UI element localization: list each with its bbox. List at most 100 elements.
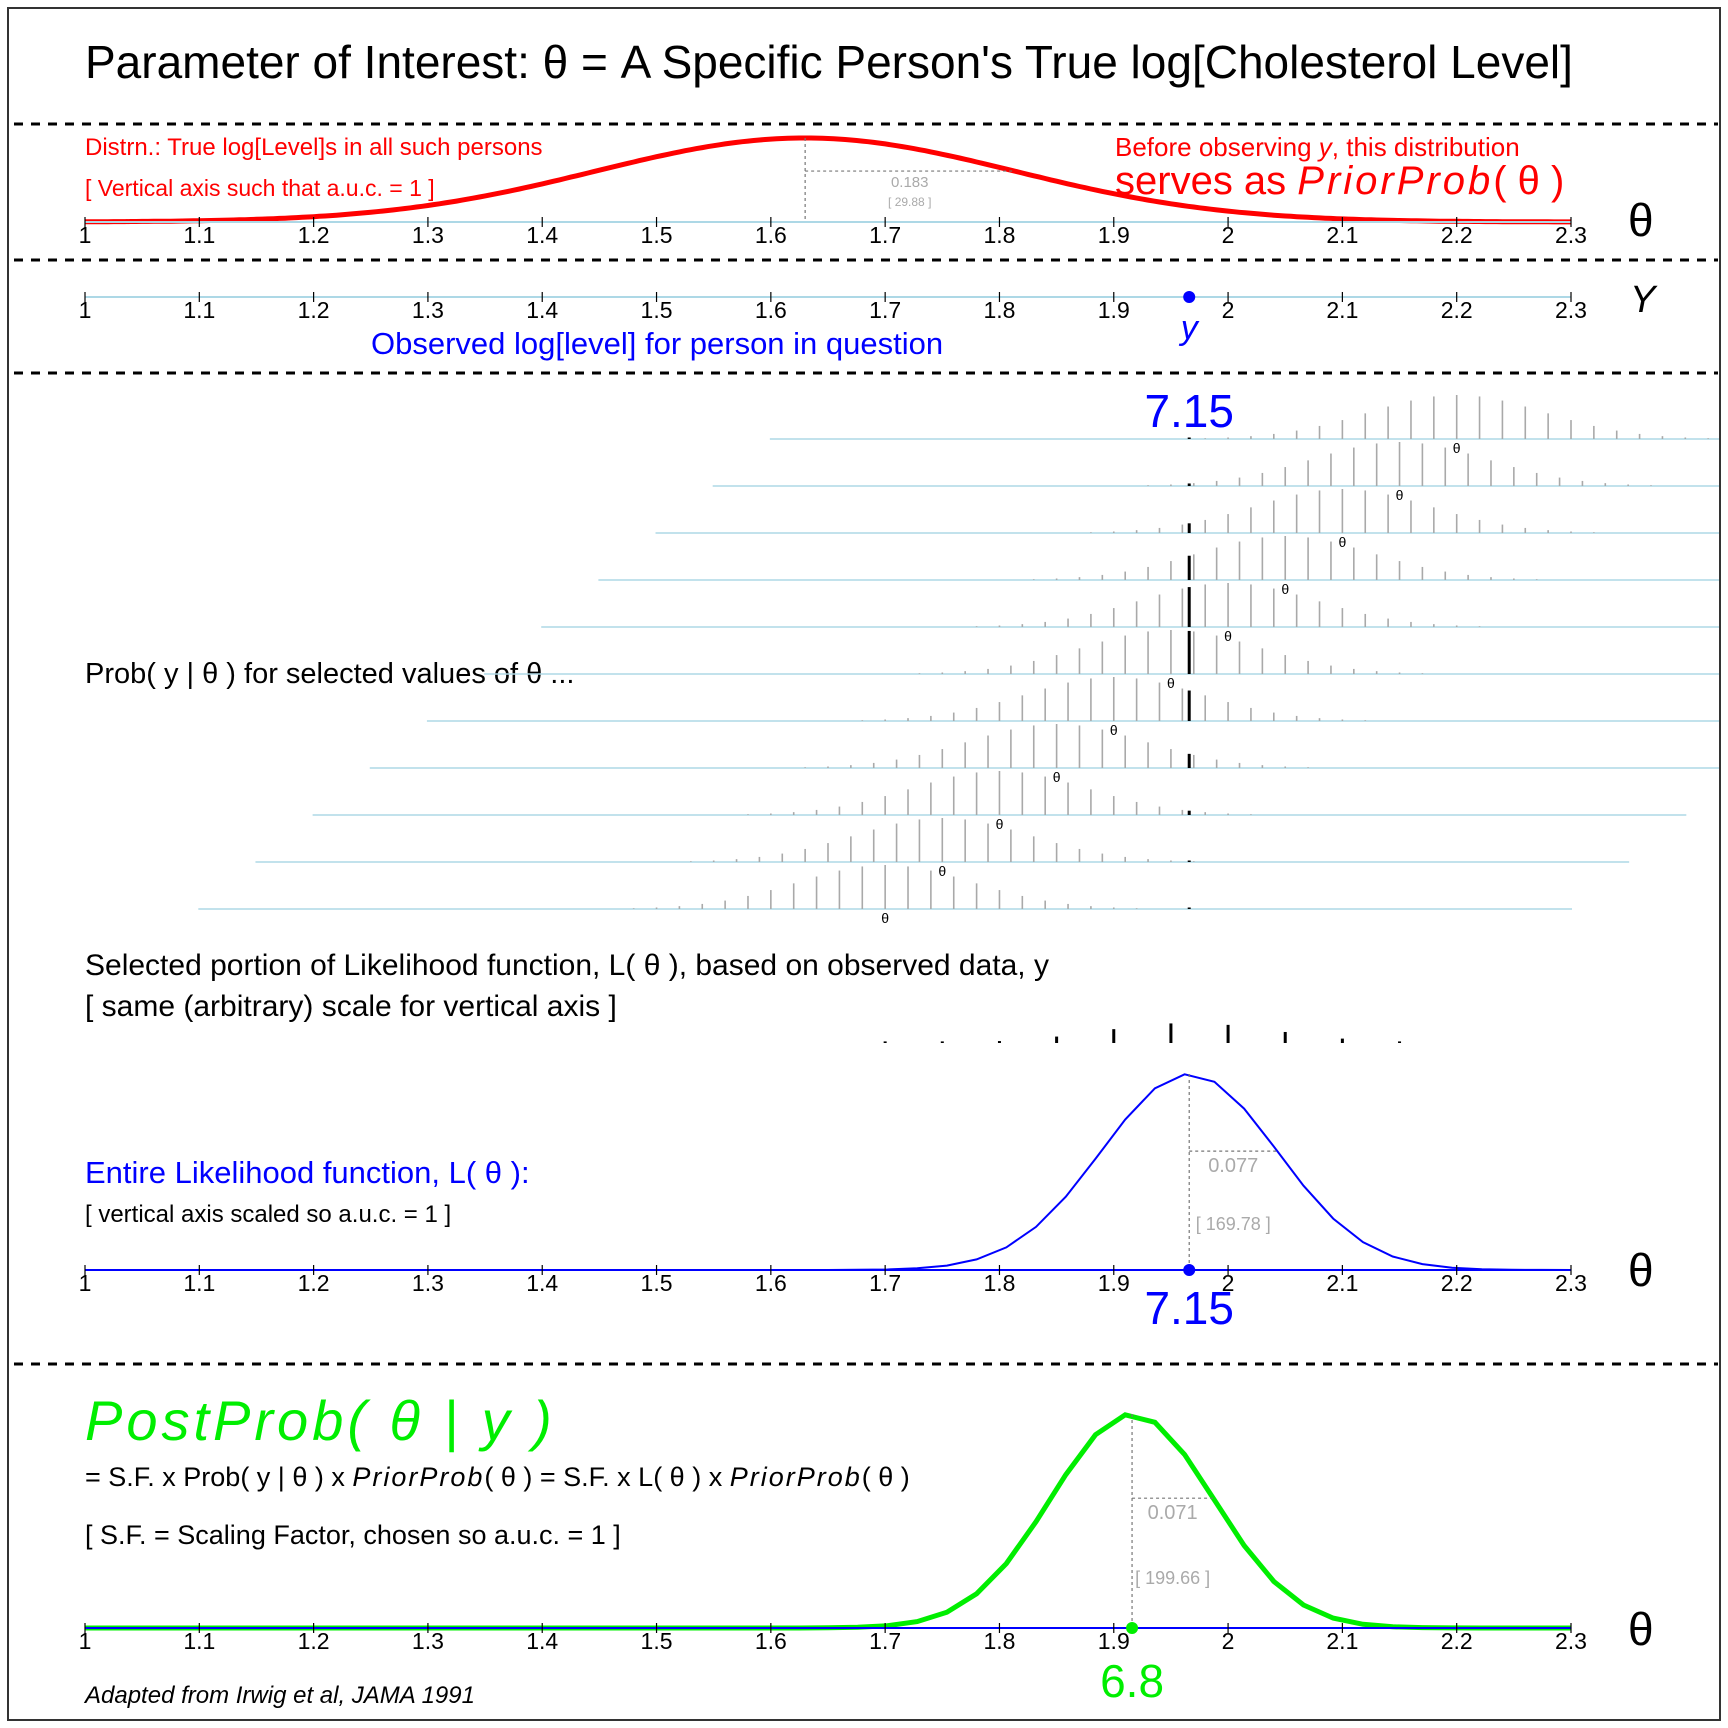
data-axis-tick-label: 2.2 xyxy=(1441,297,1473,323)
data-axis: 1 1.1 1.2 1.3 1.4 1.5 1.6 1.7 1.8 1.9 2 2.1 2.2 2.3 xyxy=(79,292,1587,323)
prior-curve xyxy=(85,135,1571,225)
data-axis-tick-label: 1.4 xyxy=(526,297,558,323)
posterior-note: [ S.F. = Scaling Factor, chosen so a.u.c… xyxy=(85,1520,621,1550)
likelihood-axis-tick-label: 2.3 xyxy=(1555,1270,1587,1296)
data-axis-tick-label: 1.2 xyxy=(298,297,330,323)
conditional-row: θ xyxy=(769,395,1719,456)
prior-right-caption: Before observing y, this distribution xyxy=(1115,132,1520,162)
posterior-axis-tick-label: 1.6 xyxy=(755,1628,787,1654)
data-axis-tick-label: 2.1 xyxy=(1326,297,1358,323)
conditional-theta-marker: θ xyxy=(1224,628,1232,644)
data-axis-tick-label: 2 xyxy=(1222,297,1235,323)
likelihood-axis-tick-label: 1.7 xyxy=(869,1270,901,1296)
likelihood-axis-tick-label: 1.3 xyxy=(412,1270,444,1296)
prior-axis-tick-label: 1.7 xyxy=(869,222,901,248)
posterior-axis-symbol: θ xyxy=(1628,1603,1654,1655)
prior-axis-tick-label: 2.1 xyxy=(1326,222,1358,248)
likelihood-axis-tick-label: 2 xyxy=(1222,1270,1235,1296)
posterior-axis-tick-label: 1.1 xyxy=(183,1628,215,1654)
likelihood-selected-line1: Selected portion of Likelihood function,… xyxy=(85,949,1049,982)
data-axis-tick-label: 1.6 xyxy=(755,297,787,323)
conditional-row: θ xyxy=(598,536,1719,597)
conditional-theta-marker: θ xyxy=(1110,722,1118,738)
likelihood-axis-tick-label: 1.6 xyxy=(755,1270,787,1296)
conditional-y-value: 7.15 xyxy=(1144,385,1234,437)
likelihood-axis-tick-label: 1.8 xyxy=(983,1270,1015,1296)
likelihood-selected-line2: [ same (arbitrary) scale for vertical ax… xyxy=(85,990,617,1023)
data-axis-symbol: Y xyxy=(1630,279,1658,321)
prior-axis-tick-label: 1.9 xyxy=(1098,222,1130,248)
section-dividers xyxy=(14,122,1718,1366)
conditional-row: θ xyxy=(255,818,1630,879)
posterior-axis-tick-label: 1 xyxy=(79,1628,92,1654)
prior-axis-tick-label: 1 xyxy=(79,222,92,248)
prior-axis-tick-label: 1.3 xyxy=(412,222,444,248)
conditional-theta-marker: θ xyxy=(1053,769,1061,785)
likelihood-title: Entire Likelihood function, L( θ ): xyxy=(85,1155,530,1190)
prior-axis: 1 1.1 1.2 1.3 1.4 1.5 1.6 1.7 1.8 1.9 2 2.1 2.2 2.3 xyxy=(79,217,1587,248)
likelihood-axis-tick-label: 2.1 xyxy=(1326,1270,1358,1296)
observed-y-point xyxy=(1183,291,1196,303)
posterior-title: PostProb( θ | y ) xyxy=(85,1389,556,1453)
conditional-theta-marker: θ xyxy=(1281,581,1289,597)
posterior-formula: = S.F. x Prob( y | θ ) x PriorProb( θ ) … xyxy=(85,1462,910,1492)
prior-axis-tick-label: 1.2 xyxy=(298,222,330,248)
prior-axis-tick-label: 1.8 xyxy=(983,222,1015,248)
conditional-theta-marker: θ xyxy=(996,816,1004,832)
prior-sd-label: 0.183 xyxy=(891,174,929,191)
likelihood-axis-symbol: θ xyxy=(1628,1244,1654,1296)
likelihood-panel: Entire Likelihood function, L( θ ): [ ve… xyxy=(79,1073,1654,1334)
likelihood-mode-point xyxy=(1183,1264,1196,1276)
conditional-theta-marker: θ xyxy=(938,863,946,879)
prior-right-caption-2: serves as PriorProb( θ ) xyxy=(1115,159,1564,203)
data-axis-tick-label: 1.8 xyxy=(983,297,1015,323)
likelihood-axis-tick-label: 1.9 xyxy=(1098,1270,1130,1296)
likelihood-subtitle: [ vertical axis scaled so a.u.c. = 1 ] xyxy=(85,1201,451,1228)
posterior-axis-tick-label: 1.5 xyxy=(641,1628,673,1654)
conditional-theta-marker: θ xyxy=(1338,534,1346,550)
likelihood-axis-tick-label: 1.2 xyxy=(298,1270,330,1296)
prior-axis-tick-label: 2.2 xyxy=(1441,222,1473,248)
prior-axis-tick-label: 1.4 xyxy=(526,222,558,248)
likelihood-sd-label: 0.077 xyxy=(1208,1155,1258,1177)
prior-axis-tick-label: 1.5 xyxy=(641,222,673,248)
posterior-mode-point xyxy=(1126,1622,1139,1634)
conditional-row: θ xyxy=(712,442,1719,503)
prior-axis-tick-label: 1.1 xyxy=(183,222,215,248)
prior-label: Distrn.: True log[Level]s in all such pe… xyxy=(85,134,543,161)
likelihood-axis-tick-label: 1 xyxy=(79,1270,92,1296)
posterior-axis-tick-label: 2.2 xyxy=(1441,1628,1473,1654)
prior-axis-tick-label: 2 xyxy=(1222,222,1235,248)
prior-axis-tick-label: 2.3 xyxy=(1555,222,1587,248)
posterior-axis-tick-label: 1.8 xyxy=(983,1628,1015,1654)
posterior-axis-tick-label: 1.3 xyxy=(412,1628,444,1654)
posterior-axis-tick-label: 1.7 xyxy=(869,1628,901,1654)
likelihood-selected: Selected portion of Likelihood function,… xyxy=(85,949,1402,1043)
conditional-theta-marker: θ xyxy=(881,910,889,926)
likelihood-selected-marks xyxy=(883,1023,1402,1043)
conditional-row: θ xyxy=(655,489,1719,550)
conditional-theta-marker: θ xyxy=(1453,440,1461,456)
posterior-axis-tick-label: 1.2 xyxy=(298,1628,330,1654)
posterior-axis-tick-label: 1.9 xyxy=(1098,1628,1130,1654)
page-title: Parameter of Interest: θ = A Specific Pe… xyxy=(85,36,1573,88)
likelihood-axis-tick-label: 1.5 xyxy=(641,1270,673,1296)
data-panel: 1 1.1 1.2 1.3 1.4 1.5 1.6 1.7 1.8 1.9 2 2.1 2.2 2.3 y… xyxy=(79,279,1658,361)
posterior-axis-tick-label: 2.1 xyxy=(1326,1628,1358,1654)
likelihood-axis-tick-label: 2.2 xyxy=(1441,1270,1473,1296)
conditional-row: θ xyxy=(541,583,1719,644)
posterior-axis-tick-label: 2.3 xyxy=(1555,1628,1587,1654)
likelihood-axis-tick-label: 1.4 xyxy=(526,1270,558,1296)
posterior-height-label: [ 199.66 ] xyxy=(1135,1568,1210,1588)
data-caption: Observed log[level] for person in questi… xyxy=(371,326,943,361)
data-axis-tick-label: 1.5 xyxy=(641,297,673,323)
data-axis-tick-label: 1.7 xyxy=(869,297,901,323)
conditional-row: θ xyxy=(312,771,1687,832)
prior-panel: Distrn.: True log[Level]s in all such pe… xyxy=(79,132,1654,248)
posterior-panel: PostProb( θ | y ) = S.F. x Prob( y | θ )… xyxy=(79,1389,1654,1707)
conditional-panel: 7.15 Prob( y | θ ) for selected values o… xyxy=(85,385,1719,926)
observed-y-label: y xyxy=(1179,309,1200,347)
posterior-axis: 1 1.1 1.2 1.3 1.4 1.5 1.6 1.7 1.8 1.9 2 2.1 2.2 2.3 xyxy=(79,1623,1587,1654)
likelihood-height-label: [ 169.78 ] xyxy=(1196,1214,1271,1234)
